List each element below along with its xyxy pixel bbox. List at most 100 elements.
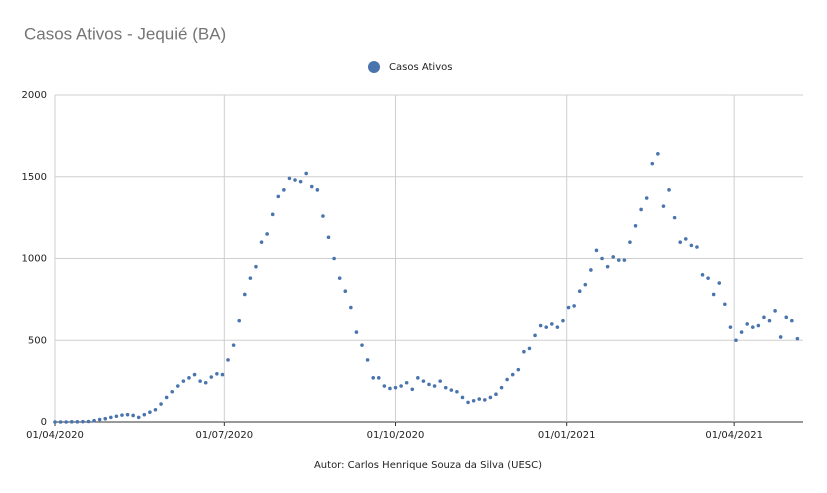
- legend-label: Casos Ativos: [389, 62, 452, 73]
- data-point: [248, 276, 253, 280]
- data-point: [739, 330, 744, 334]
- data-point: [148, 410, 152, 414]
- data-point: [203, 380, 208, 385]
- data-point: [97, 417, 102, 422]
- data-point: [75, 420, 80, 424]
- data-point: [633, 224, 638, 228]
- data-point: [125, 412, 130, 417]
- data-point: [343, 289, 348, 294]
- data-point: [756, 323, 761, 328]
- x-tick-label: 01/04/2020: [26, 430, 84, 441]
- data-point: [215, 371, 219, 376]
- data-point: [583, 282, 588, 287]
- data-point: [577, 289, 582, 294]
- data-point: [689, 243, 694, 248]
- data-point: [58, 420, 63, 424]
- data-point: [321, 214, 325, 218]
- data-point: [309, 184, 314, 189]
- data-point: [326, 235, 331, 240]
- data-point: [488, 395, 493, 400]
- data-point: [153, 407, 158, 412]
- data-point: [365, 358, 370, 362]
- data-point: [443, 385, 448, 390]
- data-point: [711, 292, 716, 297]
- data-point: [723, 302, 727, 307]
- data-point: [176, 384, 180, 388]
- data-point: [209, 375, 214, 379]
- data-point: [550, 322, 554, 326]
- data-point: [192, 372, 197, 377]
- x-tick-label: 01/10/2020: [367, 430, 425, 441]
- data-point: [728, 325, 733, 329]
- data-point: [53, 420, 57, 424]
- data-point: [661, 204, 666, 208]
- data-point: [483, 398, 487, 402]
- data-point: [505, 377, 509, 382]
- data-point: [611, 255, 616, 259]
- data-point: [678, 240, 682, 244]
- data-point: [254, 264, 258, 269]
- data-point: [656, 152, 660, 156]
- data-point: [650, 161, 655, 166]
- data-point: [672, 215, 677, 220]
- data-point: [572, 304, 576, 308]
- data-point: [69, 420, 74, 424]
- data-point: [259, 240, 264, 244]
- data-point: [628, 240, 632, 244]
- data-point: [81, 419, 85, 424]
- data-point: [231, 343, 236, 347]
- y-tick-label: 1000: [22, 254, 47, 265]
- data-point: [293, 178, 297, 182]
- data-point: [471, 398, 476, 403]
- data-point: [198, 379, 202, 383]
- data-point: [538, 323, 543, 328]
- data-point: [159, 402, 163, 406]
- data-point: [706, 276, 710, 280]
- data-point: [734, 338, 738, 343]
- data-point: [555, 325, 560, 329]
- data-point: [220, 372, 225, 377]
- data-point: [114, 414, 119, 419]
- data-point: [349, 305, 353, 310]
- data-point: [226, 358, 230, 362]
- data-point: [622, 258, 627, 262]
- data-point: [516, 367, 521, 372]
- data-point: [164, 395, 169, 400]
- data-point: [332, 256, 336, 261]
- data-point: [438, 379, 442, 383]
- data-point: [767, 318, 772, 323]
- data-point: [427, 382, 431, 387]
- data-point: [795, 336, 800, 341]
- x-tick-label: 01/04/2021: [705, 430, 763, 441]
- data-point: [784, 315, 789, 320]
- data-point: [142, 412, 147, 417]
- data-point: [376, 376, 381, 380]
- data-point: [600, 256, 604, 261]
- data-point: [360, 343, 364, 347]
- data-point: [683, 237, 688, 241]
- data-point: [404, 380, 409, 385]
- data-point: [522, 349, 526, 354]
- data-point: [494, 392, 498, 397]
- data-point: [773, 309, 777, 313]
- data-point: [589, 268, 593, 272]
- data-point: [449, 388, 454, 392]
- data-point: [393, 385, 398, 390]
- legend-marker: [368, 61, 380, 73]
- data-point: [499, 385, 504, 390]
- chart-title: Casos Ativos - Jequié (BA): [24, 24, 226, 43]
- data-point: [790, 318, 794, 323]
- data-point: [287, 176, 292, 181]
- data-point: [270, 212, 275, 217]
- data-point: [667, 188, 671, 192]
- data-point: [410, 387, 415, 392]
- y-tick-label: 1500: [22, 172, 47, 183]
- data-point: [616, 258, 621, 262]
- data-point: [561, 318, 565, 323]
- data-point: [187, 376, 191, 380]
- data-point: [354, 330, 359, 334]
- data-point: [695, 245, 699, 249]
- data-point: [466, 400, 470, 405]
- data-point: [460, 395, 465, 400]
